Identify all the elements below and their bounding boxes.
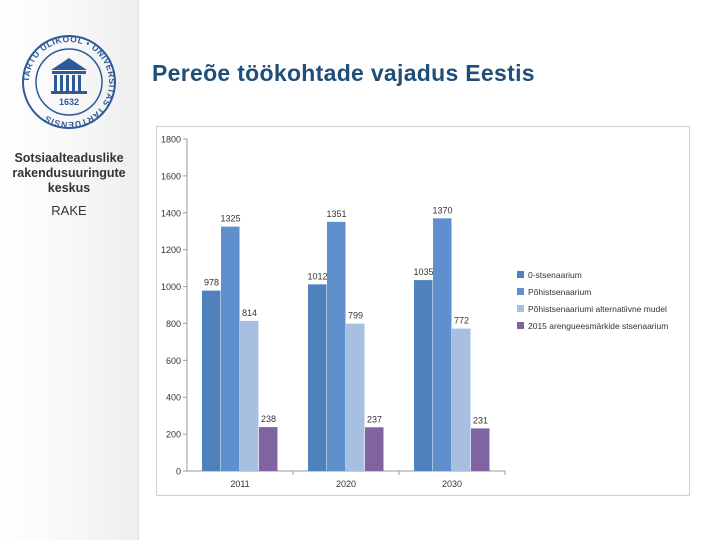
bar	[433, 218, 452, 471]
x-tick-label: 2020	[336, 479, 356, 489]
legend-swatch	[517, 271, 524, 278]
bar	[202, 290, 221, 471]
data-label: 238	[261, 414, 276, 424]
y-tick-label: 1400	[161, 208, 181, 218]
bar-chart: 0 200 400 600 800 1000 1200 1400 1600 1800 978 1325…	[161, 135, 668, 490]
bar	[240, 320, 259, 471]
y-tick-label: 1800	[161, 135, 181, 145]
legend-label: Põhistsenaariumi alternatiivne mudel	[528, 304, 667, 314]
y-tick-label: 400	[166, 393, 181, 403]
y-tick-label: 0	[176, 467, 181, 477]
data-label: 978	[204, 278, 219, 288]
logo-year: 1632	[59, 97, 79, 107]
legend-label: Põhistsenaarium	[528, 287, 591, 297]
legend-swatch	[517, 322, 524, 329]
data-label: 799	[348, 311, 363, 321]
legend-swatch	[517, 288, 524, 295]
centre-abbreviation: RAKE	[51, 203, 87, 218]
sidebar: TARTU ÜLIKOOL • UNIVERSITAS TARTUENSIS 1…	[0, 0, 139, 540]
y-tick-label: 200	[166, 430, 181, 440]
data-label: 1012	[307, 271, 327, 281]
bar	[365, 427, 384, 471]
bar	[414, 280, 433, 471]
bar	[221, 226, 240, 471]
bar	[471, 428, 490, 471]
data-label: 1351	[326, 209, 346, 219]
page-title: Pereõe töökohtade vajadus Eestis	[152, 60, 535, 86]
legend-swatch	[517, 305, 524, 312]
legend-label: 2015 arengueesmärkide stsenaarium	[528, 321, 668, 331]
data-label: 231	[473, 415, 488, 425]
data-label: 237	[367, 414, 382, 424]
data-label: 1325	[220, 214, 240, 224]
x-tick-label: 2011	[230, 479, 249, 489]
x-tick-label: 2030	[442, 479, 462, 489]
university-logo: TARTU ÜLIKOOL • UNIVERSITAS TARTUENSIS 1…	[22, 34, 116, 130]
y-tick-label: 800	[166, 319, 181, 329]
legend-label: 0-stsenaarium	[528, 270, 582, 280]
y-tick-label: 600	[166, 356, 181, 366]
bar	[259, 427, 278, 471]
centre-name: Sotsiaalteaduslike rakendusuuringute kes…	[12, 151, 126, 195]
data-label: 1370	[432, 205, 452, 215]
bar	[452, 328, 471, 471]
data-label: 814	[242, 308, 257, 318]
data-label: 1035	[413, 267, 433, 277]
bar	[308, 284, 327, 471]
chart-frame: 0 200 400 600 800 1000 1200 1400 1600 1800 978 1325…	[156, 126, 690, 496]
y-tick-label: 1200	[161, 245, 181, 255]
bar	[327, 221, 346, 471]
y-tick-label: 1000	[161, 282, 181, 292]
data-label: 772	[454, 316, 469, 326]
y-tick-label: 1600	[161, 171, 181, 181]
bar	[346, 323, 365, 471]
